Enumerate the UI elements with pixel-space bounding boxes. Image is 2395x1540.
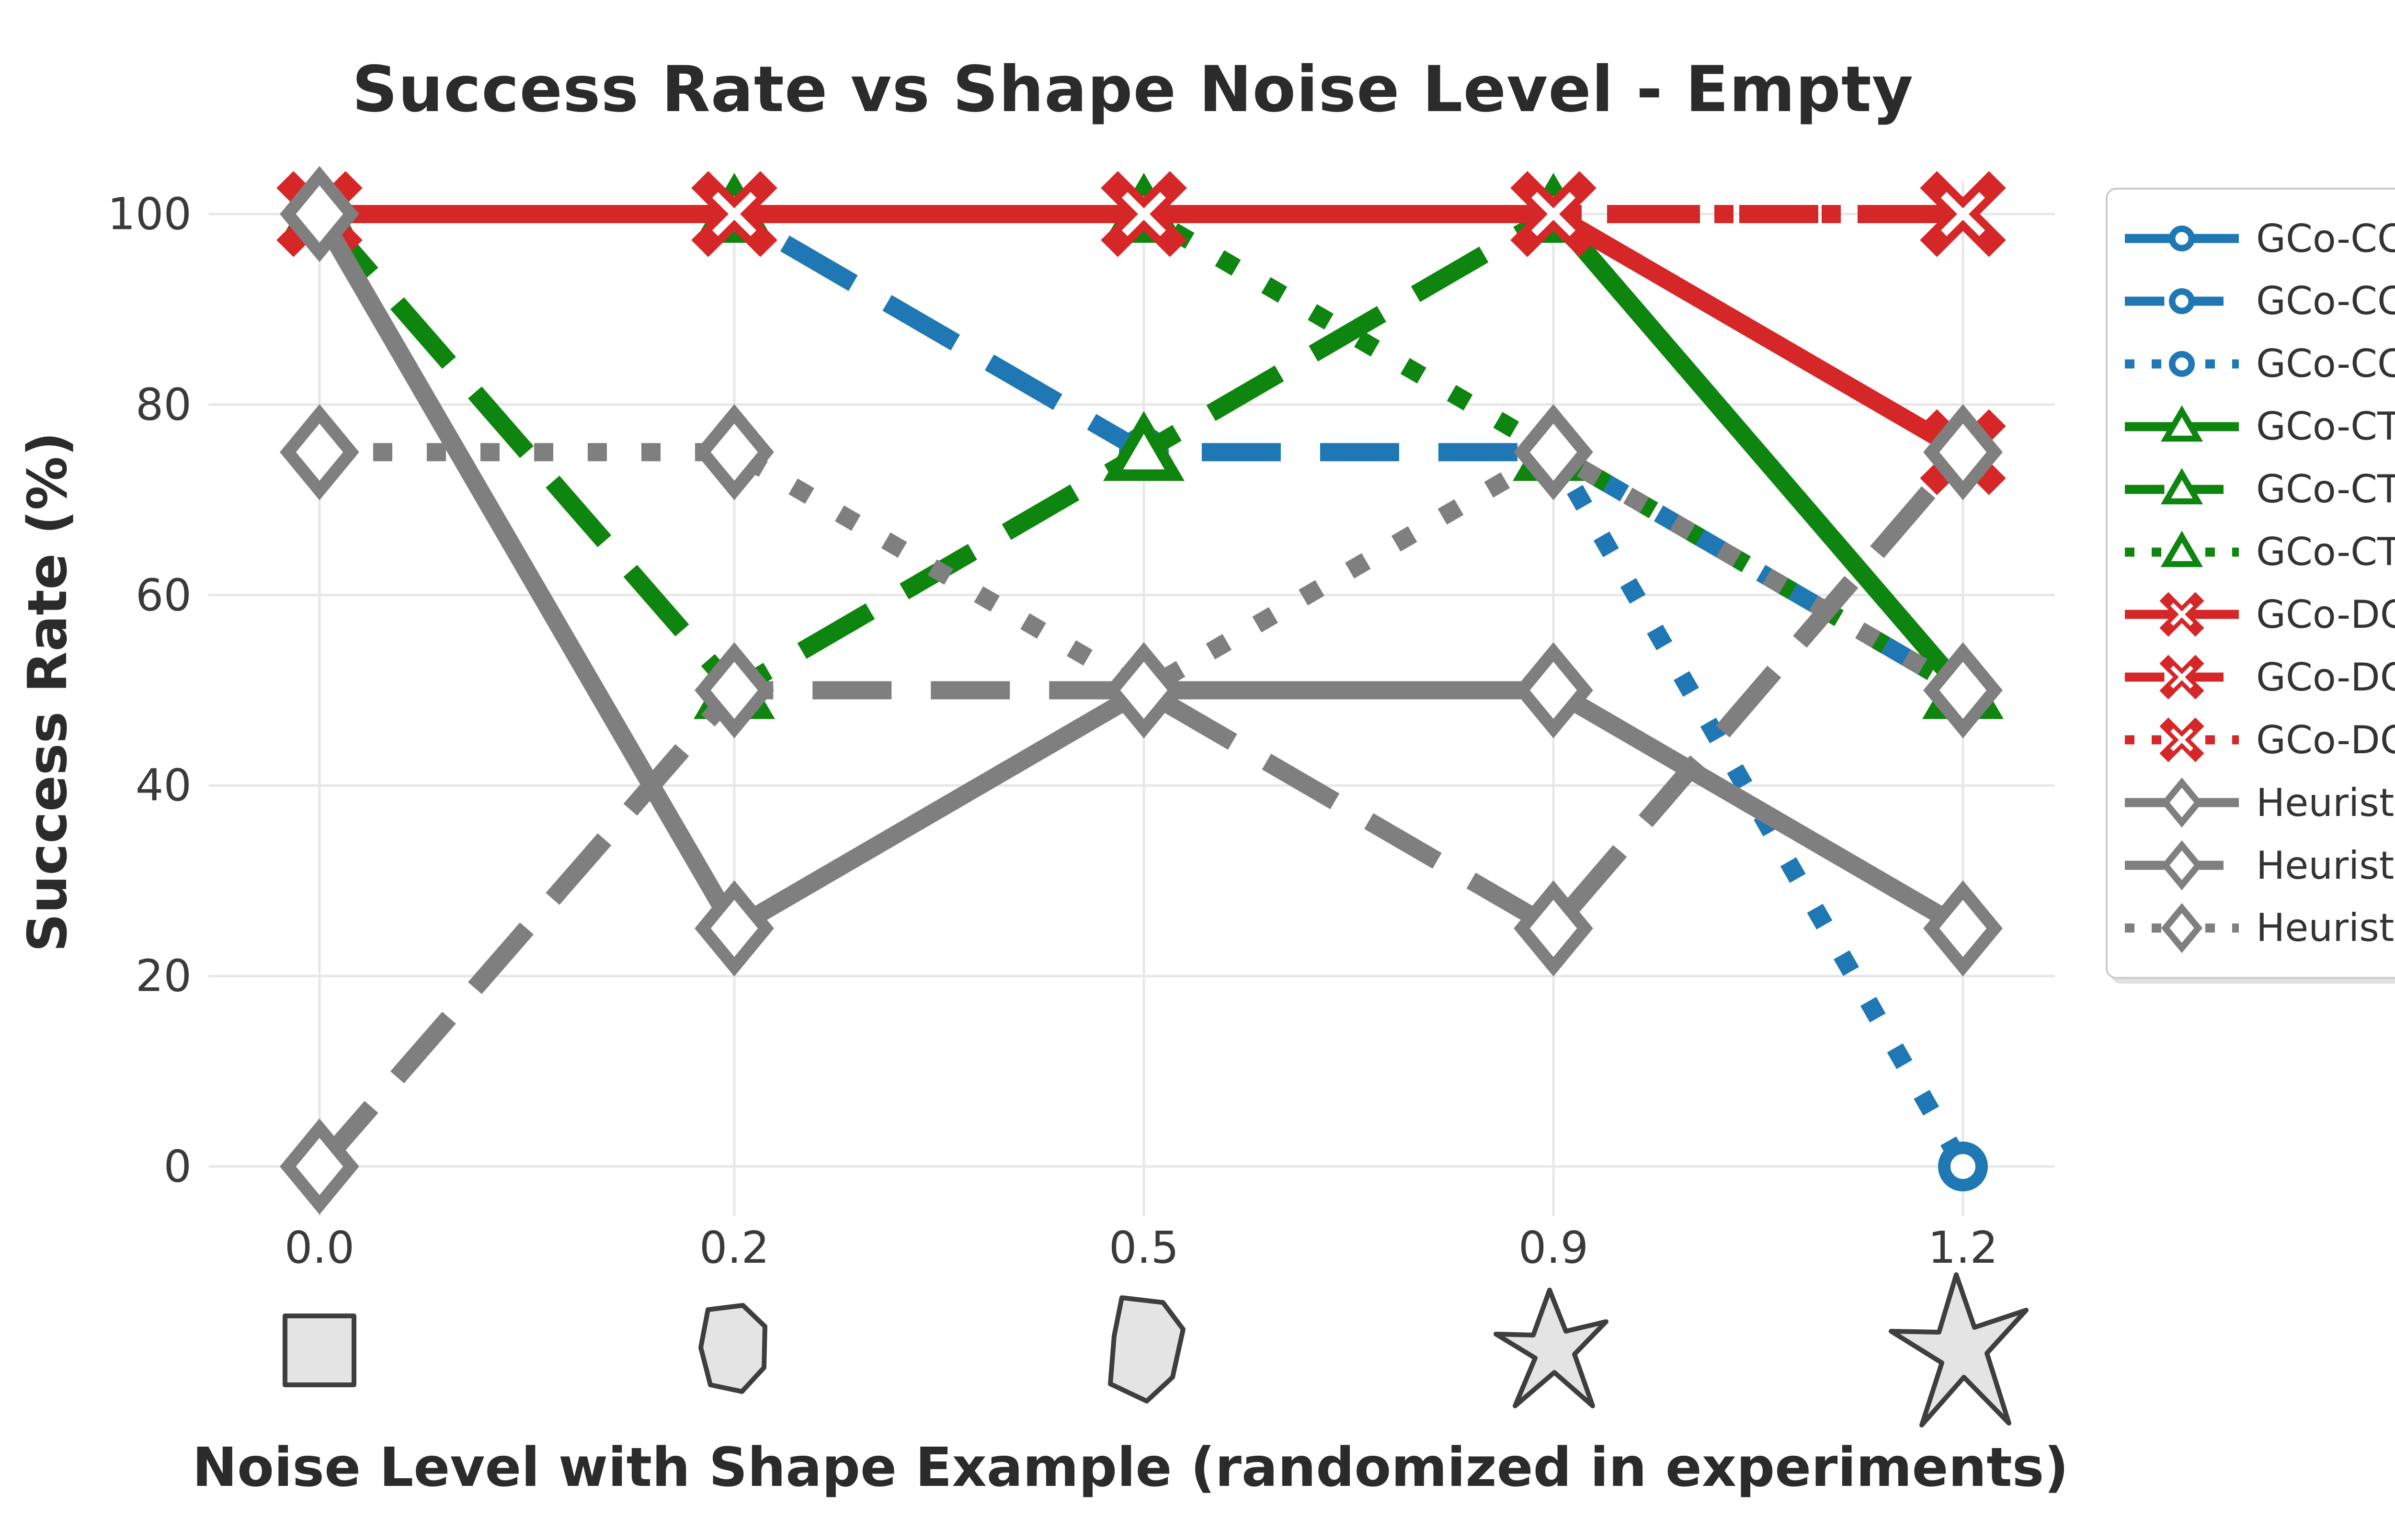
y-tick-0: 0	[163, 1141, 192, 1192]
legend-sample-dotted-line	[2125, 717, 2239, 762]
diamond-marker	[1923, 642, 2003, 738]
x-marker	[691, 171, 777, 257]
legend-sample-dotted-line	[2125, 530, 2239, 567]
circle-marker	[1938, 1142, 1988, 1191]
legend-sample-solid-line	[2125, 777, 2239, 828]
legend-label: GCo-DC-3	[2256, 592, 2395, 637]
x-tick-0.0: 0.0	[284, 1222, 355, 1273]
x-axis-label: Noise Level with Shape Example (randomiz…	[192, 1437, 2069, 1499]
y-tick-100: 100	[107, 188, 192, 240]
legend-item-GCo-CT-9: GCo-CT-9	[2122, 521, 2395, 583]
legend-item-Heuristic-9: Heuristic-9	[2122, 897, 2395, 959]
legend-sample-dashed-line	[2125, 840, 2239, 891]
diamond-marker	[280, 404, 359, 500]
legend-item-GCo-DC-3: GCo-DC-3	[2122, 584, 2395, 645]
legend-sample-solid-line	[2125, 225, 2239, 252]
diamond-marker	[280, 166, 359, 262]
y-tick-60: 60	[135, 569, 192, 621]
x-tick-1.2: 1.2	[1927, 1222, 1998, 1273]
legend-label: GCo-CT-9	[2256, 530, 2395, 575]
legend-label: Heuristic-6	[2256, 843, 2395, 888]
series-line-Heuristic-6	[312, 446, 1970, 1173]
legend-label: GCo-CT-3	[2256, 404, 2395, 449]
legend-item-GCo-CC-9: GCo-CC-9	[2122, 333, 2395, 395]
x-marker	[2159, 655, 2204, 700]
diamond-marker	[1514, 642, 1593, 738]
legend-item-GCo-CC-6: GCo-CC-6	[2122, 271, 2395, 332]
legend-label: GCo-DC-6	[2256, 655, 2395, 700]
circle-marker	[2168, 225, 2195, 252]
legend-item-GCo-CT-3: GCo-CT-3	[2122, 396, 2395, 457]
legend-item-GCo-DC-6: GCo-DC-6	[2122, 646, 2395, 708]
circle-marker	[2168, 351, 2195, 377]
noise-shape-square-no-noise	[283, 1314, 356, 1387]
legend-sample-solid-line	[2125, 592, 2239, 637]
legend-label: Heuristic-9	[2256, 906, 2395, 951]
x-marker	[2159, 717, 2204, 762]
series-line-Heuristic-3	[311, 209, 1968, 941]
legend-item-Heuristic-3: Heuristic-3	[2122, 772, 2395, 833]
diamond-marker	[1923, 404, 2003, 500]
legend-label: GCo-CC-3	[2256, 216, 2395, 261]
x-tick-0.5: 0.5	[1108, 1222, 1179, 1273]
x-marker	[1101, 171, 1187, 257]
legend-sample-dashed-line	[2125, 288, 2239, 314]
diamond-marker	[695, 642, 774, 738]
series-line-Heuristic-9	[319, 442, 1968, 701]
x-tick-0.2: 0.2	[699, 1222, 770, 1273]
x-marker	[1920, 171, 2006, 257]
legend-item-GCo-DC-9: GCo-DC-9	[2122, 709, 2395, 770]
legend-item-GCo-CC-3: GCo-CC-3	[2122, 208, 2395, 269]
legend-label: GCo-DC-9	[2256, 717, 2395, 762]
legend-sample-dotted-line	[2125, 351, 2239, 377]
diamond-marker	[2161, 777, 2203, 828]
legend-sample-dashed-line	[2125, 467, 2239, 504]
diamond-marker	[280, 1118, 359, 1215]
y-tick-40: 40	[135, 759, 192, 811]
diamond-marker	[695, 404, 774, 500]
circle-marker	[2168, 288, 2195, 314]
legend-sample-dotted-line	[2125, 903, 2239, 953]
diamond-marker	[1104, 642, 1184, 738]
noise-shape-extreme-star	[1889, 1272, 2029, 1427]
triangle-marker	[2160, 405, 2203, 442]
diamond-marker	[2161, 903, 2203, 953]
triangle-marker	[2160, 467, 2203, 504]
diamond-marker	[1514, 404, 1593, 500]
triangle-marker	[2160, 530, 2203, 567]
legend-label: GCo-CT-6	[2256, 467, 2395, 512]
legend-label: GCo-CC-9	[2256, 341, 2395, 386]
diamond-marker	[1514, 880, 1593, 977]
y-tick-20: 20	[135, 950, 192, 1002]
legend-box: GCo-CC-3 GCo-CC-6 GCo-CC-9 GCo-CT-3 GCo-…	[2106, 188, 2395, 979]
legend-item-GCo-CT-6: GCo-CT-6	[2122, 459, 2395, 520]
chart-title: Success Rate vs Shape Noise Level - Empt…	[352, 53, 1914, 126]
noise-shape-irregular-blob	[1108, 1295, 1186, 1404]
legend-label: GCo-CC-6	[2256, 279, 2395, 324]
triangle-marker	[1103, 411, 1185, 481]
legend-sample-solid-line	[2125, 405, 2239, 442]
diamond-marker	[2161, 840, 2203, 891]
noise-shape-slightly-wobbly-polygon	[698, 1303, 767, 1394]
diamond-marker	[1923, 880, 2003, 977]
legend-item-Heuristic-6: Heuristic-6	[2122, 835, 2395, 896]
diamond-marker	[695, 880, 774, 977]
y-tick-80: 80	[135, 379, 192, 430]
x-marker	[2159, 592, 2204, 637]
x-marker	[1510, 171, 1597, 257]
x-tick-0.9: 0.9	[1518, 1222, 1589, 1273]
y-axis-label: Success Rate (%)	[17, 431, 79, 952]
legend-sample-dashed-line	[2125, 655, 2239, 700]
legend-label: Heuristic-3	[2256, 780, 2395, 825]
noise-shape-distorted-star	[1494, 1288, 1608, 1408]
